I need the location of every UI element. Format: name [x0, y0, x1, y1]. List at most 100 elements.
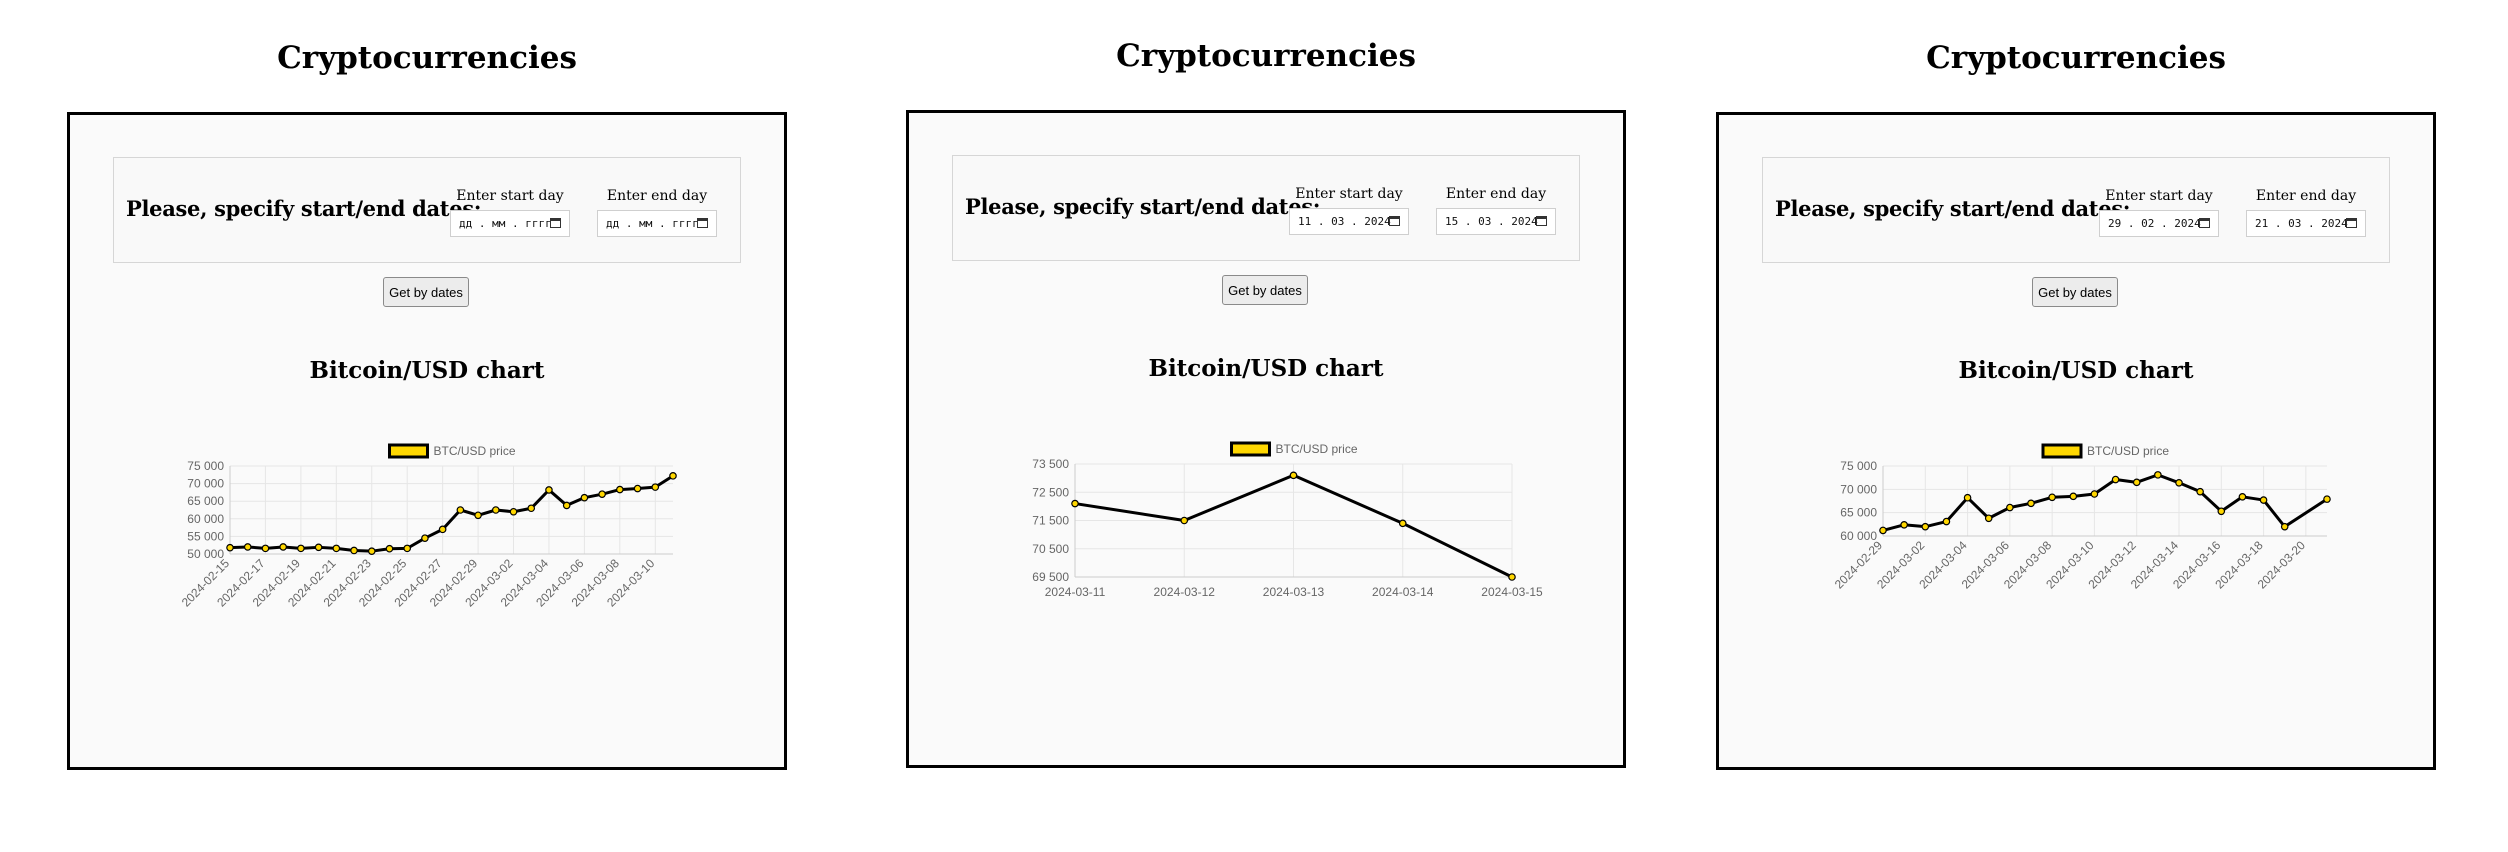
- y-tick-label: 72 500: [1032, 485, 1069, 499]
- data-point[interactable]: [2238, 492, 2247, 501]
- form-prompt: Please, specify start/end dates:: [1775, 196, 2131, 221]
- data-point[interactable]: [367, 547, 376, 555]
- data-point[interactable]: [1963, 493, 1972, 502]
- content-card: Please, specify start/end dates: Enter s…: [67, 112, 787, 770]
- start-date-group: Enter start day 11 . 03 . 2024: [1289, 186, 1409, 235]
- data-point[interactable]: [2196, 487, 2204, 496]
- data-point[interactable]: [2006, 503, 2014, 512]
- data-point[interactable]: [2111, 475, 2120, 484]
- chart-legend[interactable]: BTC/USD price: [1230, 441, 1358, 457]
- data-point[interactable]: [2154, 471, 2162, 479]
- calendar-icon[interactable]: [550, 218, 561, 228]
- data-point[interactable]: [226, 543, 234, 552]
- data-point[interactable]: [1984, 514, 1993, 523]
- data-point[interactable]: [669, 472, 677, 480]
- data-point[interactable]: [297, 544, 305, 553]
- chart-title: Bitcoin/USD chart: [1958, 357, 2194, 384]
- page-title: Cryptocurrencies: [277, 40, 577, 76]
- data-point[interactable]: [261, 544, 270, 553]
- page-title: Cryptocurrencies: [1926, 40, 2226, 76]
- data-point[interactable]: [2280, 522, 2289, 531]
- data-point[interactable]: [243, 543, 252, 551]
- content-card: Please, specify start/end dates: Enter s…: [906, 110, 1626, 768]
- data-point[interactable]: [2217, 507, 2226, 516]
- end-date-label: Enter end day: [2255, 188, 2357, 204]
- content-card: Please, specify start/end dates: Enter s…: [1716, 112, 2436, 770]
- data-point[interactable]: [2175, 478, 2183, 487]
- calendar-icon[interactable]: [2199, 218, 2210, 228]
- start-date-input[interactable]: дд . мм . гггг: [450, 210, 570, 237]
- legend-label: BTC/USD price: [2087, 444, 2169, 458]
- x-tick-label: 2024-03-11: [1045, 585, 1106, 599]
- data-point[interactable]: [456, 506, 465, 514]
- data-point[interactable]: [2323, 495, 2331, 503]
- data-point[interactable]: [598, 490, 606, 498]
- y-tick-label: 73 500: [1032, 457, 1069, 471]
- calendar-icon[interactable]: [697, 218, 708, 228]
- y-tick-label: 69 500: [1032, 570, 1069, 584]
- data-point[interactable]: [474, 511, 482, 520]
- data-point[interactable]: [651, 483, 660, 491]
- calendar-icon[interactable]: [1389, 216, 1400, 226]
- data-point[interactable]: [2132, 478, 2141, 487]
- data-point[interactable]: [2048, 493, 2056, 502]
- data-point[interactable]: [527, 504, 536, 513]
- data-point[interactable]: [403, 544, 412, 553]
- page-title: Cryptocurrencies: [1116, 38, 1416, 74]
- chart-title: Bitcoin/USD chart: [309, 357, 545, 384]
- get-by-dates-button[interactable]: Get by dates: [383, 277, 469, 307]
- data-point[interactable]: [2069, 492, 2078, 501]
- data-point[interactable]: [491, 506, 500, 514]
- data-point[interactable]: [633, 484, 642, 493]
- end-date-input[interactable]: дд . мм . гггг: [597, 210, 717, 237]
- data-point[interactable]: [509, 507, 518, 516]
- data-point[interactable]: [438, 525, 447, 534]
- chart-legend[interactable]: BTC/USD price: [2041, 443, 2169, 459]
- data-point[interactable]: [1071, 499, 1079, 508]
- y-tick-label: 50 000: [187, 547, 224, 561]
- app-panel-3: Cryptocurrencies Please, specify start/e…: [1716, 0, 2436, 780]
- data-point[interactable]: [1508, 573, 1516, 581]
- y-tick-label: 60 000: [1840, 529, 1877, 543]
- start-date-group: Enter start day дд . мм . гггг: [450, 188, 570, 237]
- data-point[interactable]: [2027, 499, 2035, 508]
- data-point[interactable]: [2259, 496, 2268, 504]
- get-by-dates-button[interactable]: Get by dates: [2032, 277, 2118, 307]
- data-point[interactable]: [2090, 490, 2099, 498]
- data-point[interactable]: [314, 543, 323, 552]
- data-point[interactable]: [279, 543, 287, 551]
- calendar-icon[interactable]: [2346, 218, 2357, 228]
- get-by-dates-button[interactable]: Get by dates: [1222, 275, 1308, 305]
- data-point[interactable]: [1900, 521, 1908, 529]
- start-date-input[interactable]: 29 . 02 . 2024: [2099, 210, 2219, 237]
- end-date-value: 21 . 03 . 2024: [2255, 217, 2348, 230]
- data-point[interactable]: [332, 544, 341, 553]
- btc-usd-line-chart: BTC/USD price 50 000 55 000 60 000 65 000 70 …: [179, 443, 677, 610]
- start-date-input[interactable]: 11 . 03 . 2024: [1289, 208, 1409, 235]
- data-point[interactable]: [562, 501, 571, 510]
- data-point[interactable]: [1289, 471, 1298, 480]
- data-point[interactable]: [1942, 517, 1951, 526]
- data-point[interactable]: [616, 485, 624, 494]
- start-date-value: дд . мм . гггг: [459, 217, 552, 230]
- chart-grid: [1882, 465, 2327, 537]
- data-point[interactable]: [1180, 516, 1189, 525]
- data-point[interactable]: [1398, 519, 1407, 528]
- data-point[interactable]: [545, 486, 553, 494]
- end-date-input[interactable]: 21 . 03 . 2024: [2246, 210, 2366, 237]
- data-point[interactable]: [350, 546, 358, 555]
- data-point[interactable]: [385, 544, 394, 553]
- end-date-label: Enter end day: [606, 188, 708, 204]
- app-panel-2: Cryptocurrencies Please, specify start/e…: [906, 0, 1626, 780]
- data-point[interactable]: [1879, 526, 1887, 535]
- data-point[interactable]: [580, 493, 589, 502]
- y-tick-label: 65 000: [187, 494, 224, 508]
- calendar-icon[interactable]: [1536, 216, 1547, 226]
- data-point[interactable]: [421, 534, 429, 542]
- chart-legend[interactable]: BTC/USD price: [388, 443, 516, 459]
- data-point[interactable]: [1921, 522, 1930, 531]
- y-tick-label: 60 000: [187, 512, 224, 526]
- end-date-input[interactable]: 15 . 03 . 2024: [1436, 208, 1556, 235]
- date-range-form: Please, specify start/end dates: Enter s…: [113, 157, 741, 263]
